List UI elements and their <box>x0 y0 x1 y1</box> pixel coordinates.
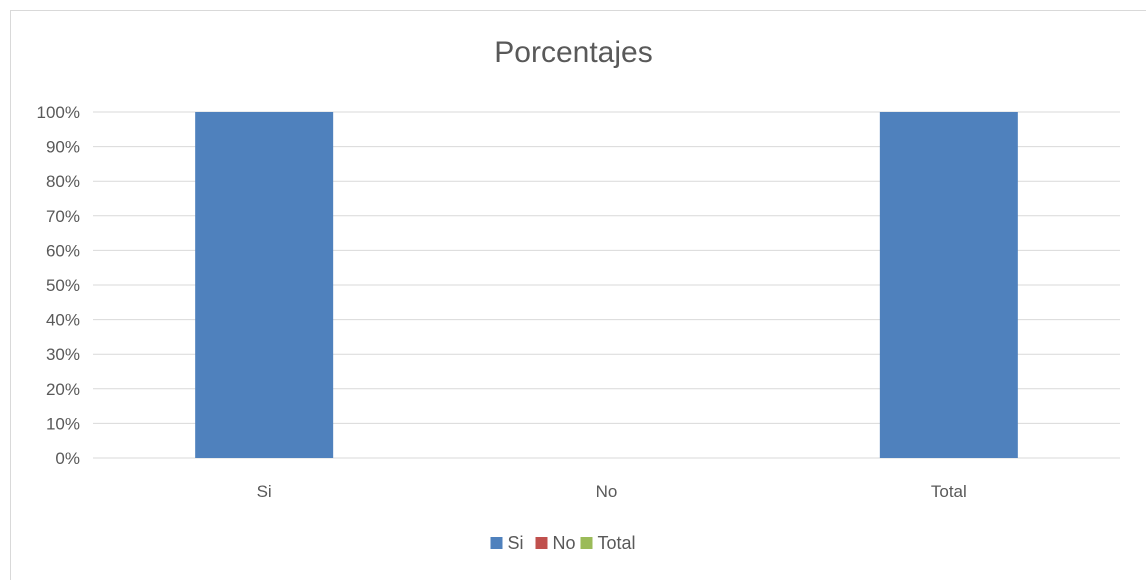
chart-title: Porcentajes <box>494 36 653 69</box>
bar-layer <box>195 112 1018 458</box>
y-tick-label: 10% <box>46 414 80 433</box>
x-tick-label: Si <box>257 482 272 501</box>
y-tick-label: 0% <box>55 449 80 468</box>
x-tick-label: No <box>596 482 618 501</box>
y-tick-label: 30% <box>46 345 80 364</box>
legend-swatch-total <box>580 537 593 549</box>
legend-swatch-no <box>535 537 548 549</box>
legend: Si No Total <box>490 533 636 553</box>
y-tick-label: 80% <box>46 172 80 191</box>
legend-swatch-si <box>490 537 503 549</box>
bar-total <box>879 112 1018 458</box>
y-tick-label: 40% <box>46 311 80 330</box>
y-tick-label: 100% <box>37 103 80 122</box>
legend-label-si: Si <box>508 533 524 553</box>
y-tick-label: 60% <box>46 241 80 260</box>
bar-si <box>195 112 334 458</box>
x-axis-ticks: Si No Total <box>257 482 967 501</box>
legend-label-total: Total <box>598 533 636 553</box>
y-axis-ticks: 0% 10% 20% 30% 40% 50% 60% 70% 80% 90% 100% <box>37 103 80 468</box>
legend-label-no: No <box>553 533 576 553</box>
y-tick-label: 50% <box>46 276 80 295</box>
x-tick-label: Total <box>931 482 967 501</box>
y-tick-label: 90% <box>46 138 80 157</box>
y-tick-label: 20% <box>46 380 80 399</box>
y-tick-label: 70% <box>46 207 80 226</box>
chart-frame <box>10 10 1146 580</box>
